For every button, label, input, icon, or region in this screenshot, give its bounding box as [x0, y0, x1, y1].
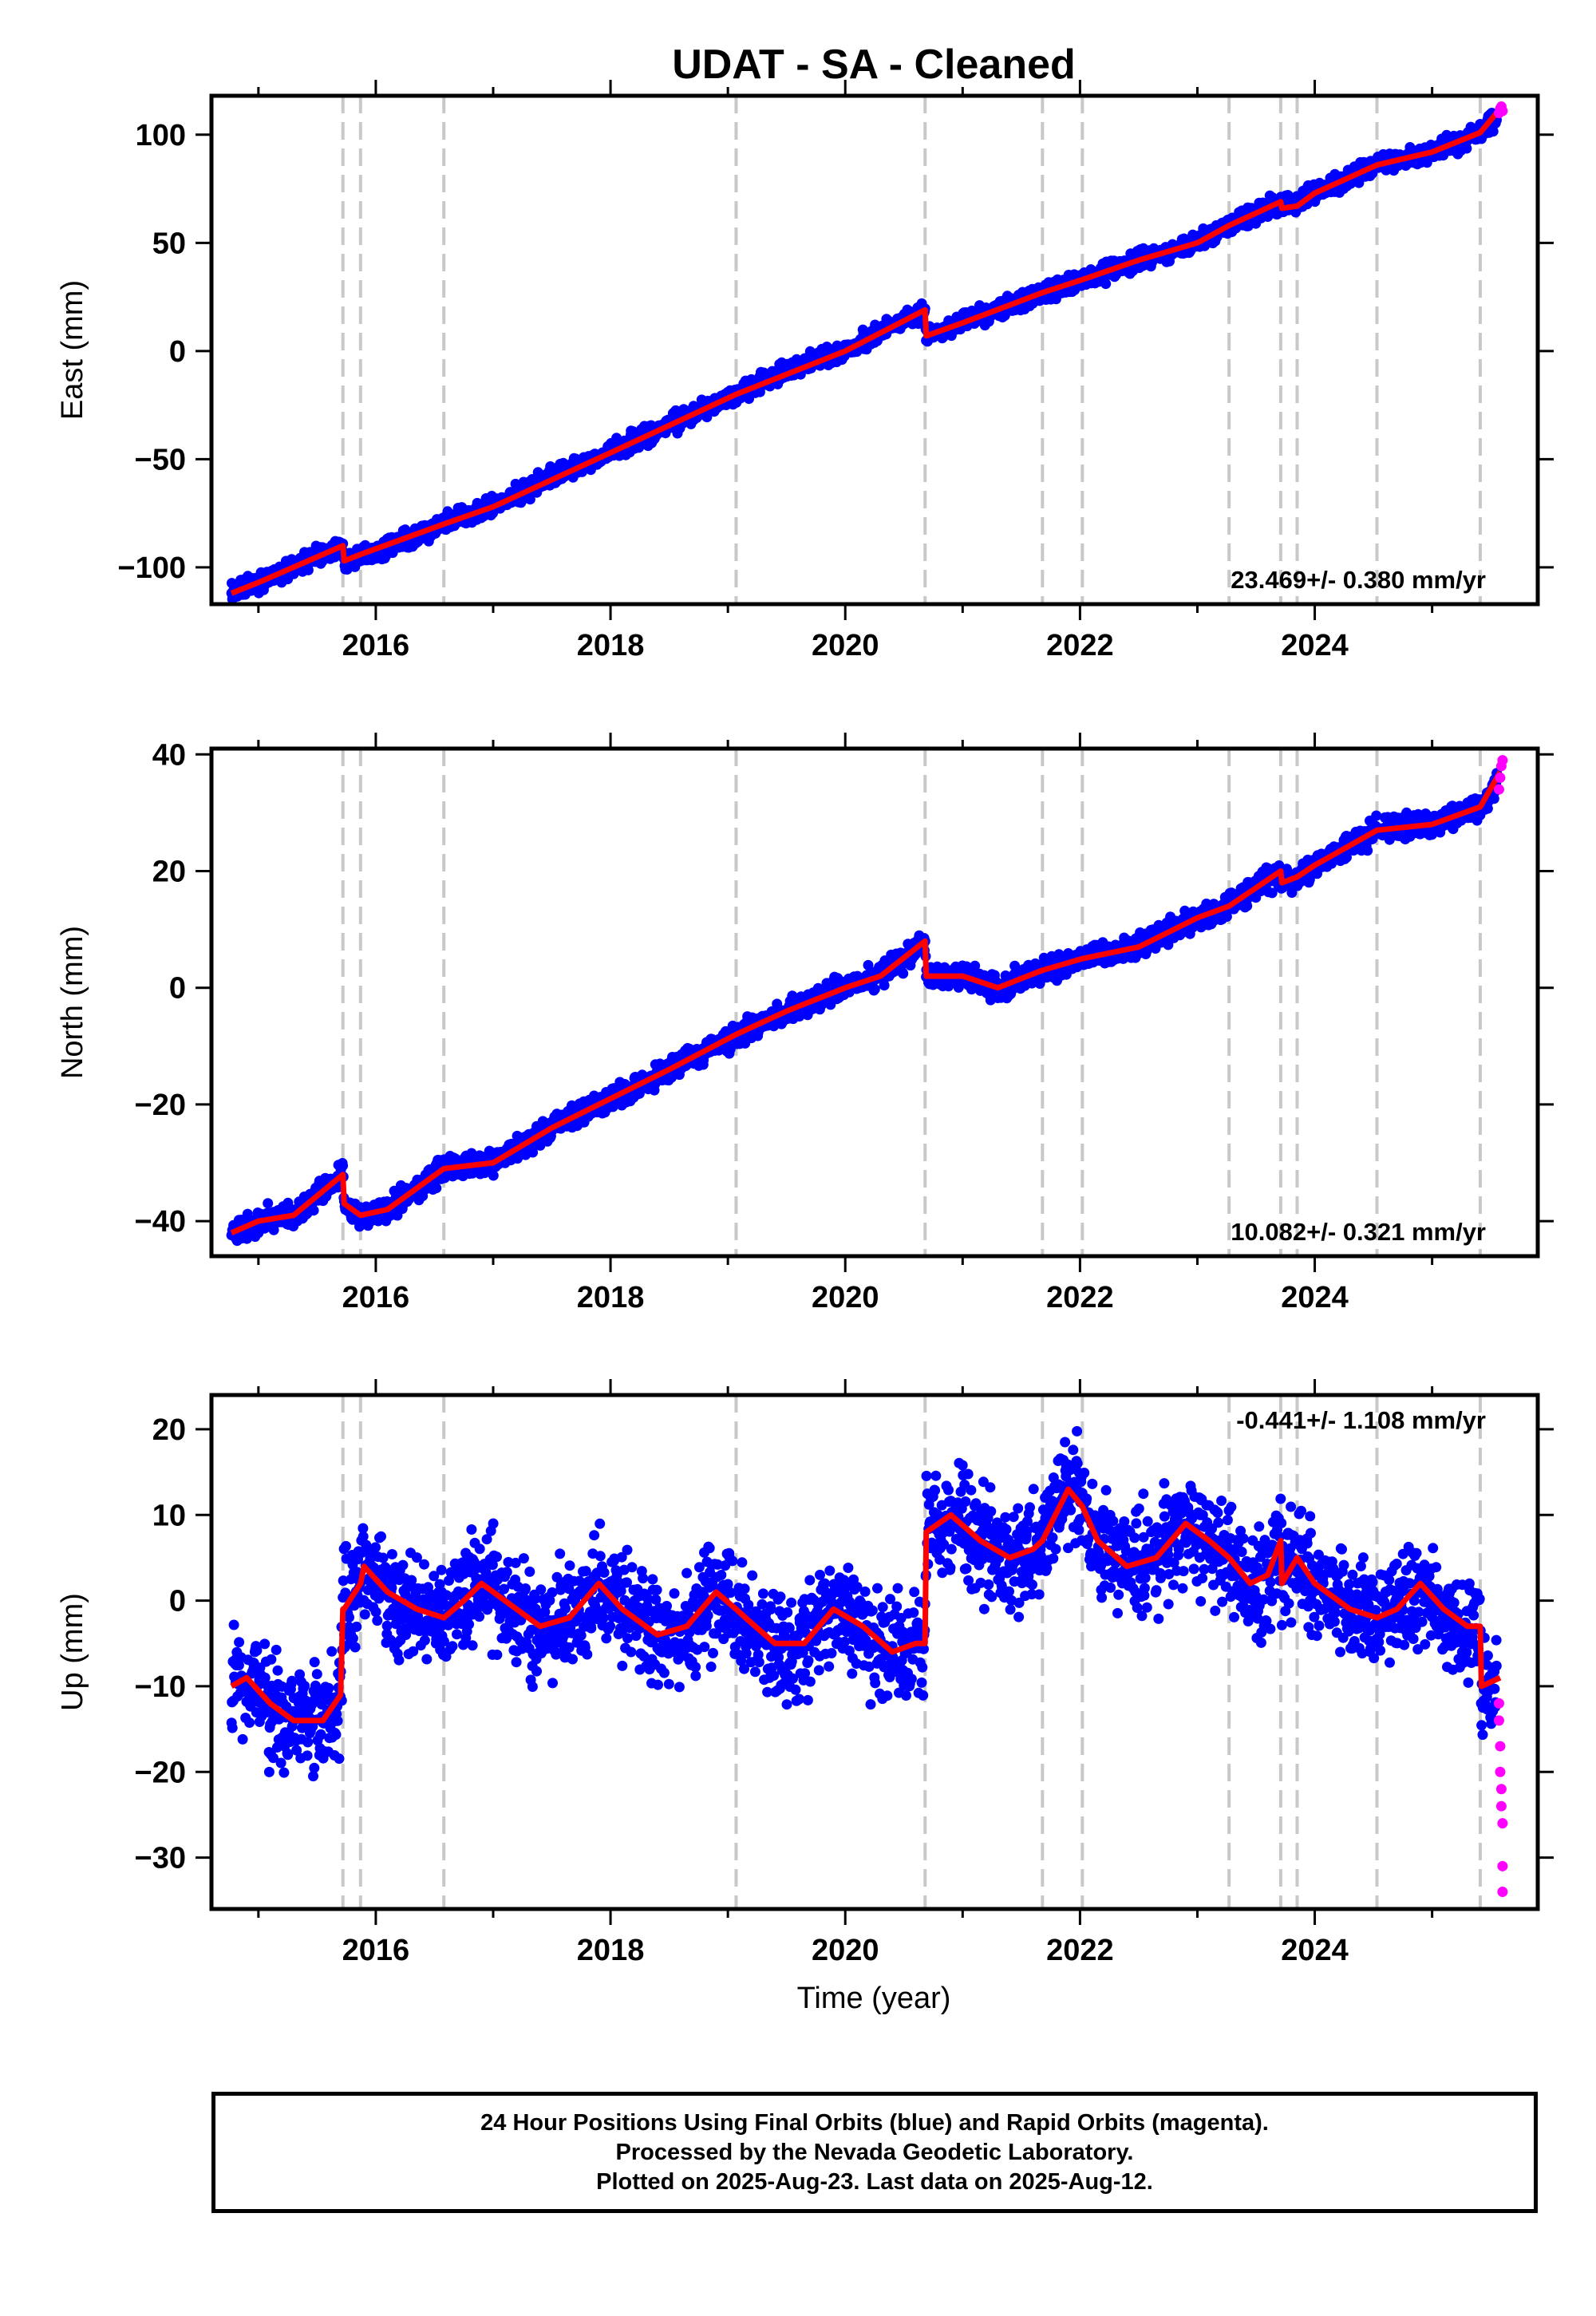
north-final-point [879, 980, 890, 991]
north-final-point [1341, 852, 1352, 863]
east-y-tick-label: −100 [117, 551, 186, 585]
north-final-point [263, 1198, 274, 1209]
east-y-tick-label: 50 [152, 227, 186, 260]
east-final-point [1487, 126, 1499, 137]
east-x-tick-label: 2020 [812, 629, 879, 662]
east-y-tick-label: −50 [135, 443, 186, 476]
east-rate-label: 23.469+/- 0.380 mm/yr [1231, 566, 1486, 594]
north-final-point [488, 1170, 499, 1181]
east-final-point [524, 494, 535, 505]
east-rapid-point-3 [1497, 105, 1508, 117]
north-final-point [970, 960, 981, 971]
east-model-line [230, 107, 1503, 596]
north-final-point [527, 1147, 539, 1158]
east-x-tick-label: 2022 [1046, 629, 1114, 662]
east-x-tick-label: 2024 [1281, 629, 1349, 662]
east-y-axis-title: East (mm) [56, 280, 89, 420]
north-final-point [1221, 911, 1232, 922]
north-final-point [308, 1205, 319, 1216]
north-final-point [898, 968, 909, 979]
panel-east: 2016 2018 2020 2022 2024 −100 −50 0 50 100 East (m… [56, 80, 1554, 662]
chart-title: UDAT - SA - Cleaned [672, 41, 1076, 88]
east-final-point [1100, 279, 1112, 290]
north-final-point [666, 1072, 677, 1083]
north-final-point [431, 1183, 442, 1194]
east-x-tick-label: 2016 [342, 629, 410, 662]
east-final-point [1461, 143, 1472, 154]
north-final-point [1242, 900, 1253, 911]
north-final-point [1266, 887, 1278, 899]
east-y-tick-label: 100 [136, 119, 186, 152]
north-final-point [869, 984, 880, 994]
north-final-points [226, 768, 1503, 1247]
east-x-tick-label: 2018 [577, 629, 645, 662]
east-final-points [226, 108, 1502, 604]
east-y-tick-label: 0 [169, 335, 186, 369]
north-final-point [338, 1160, 349, 1172]
